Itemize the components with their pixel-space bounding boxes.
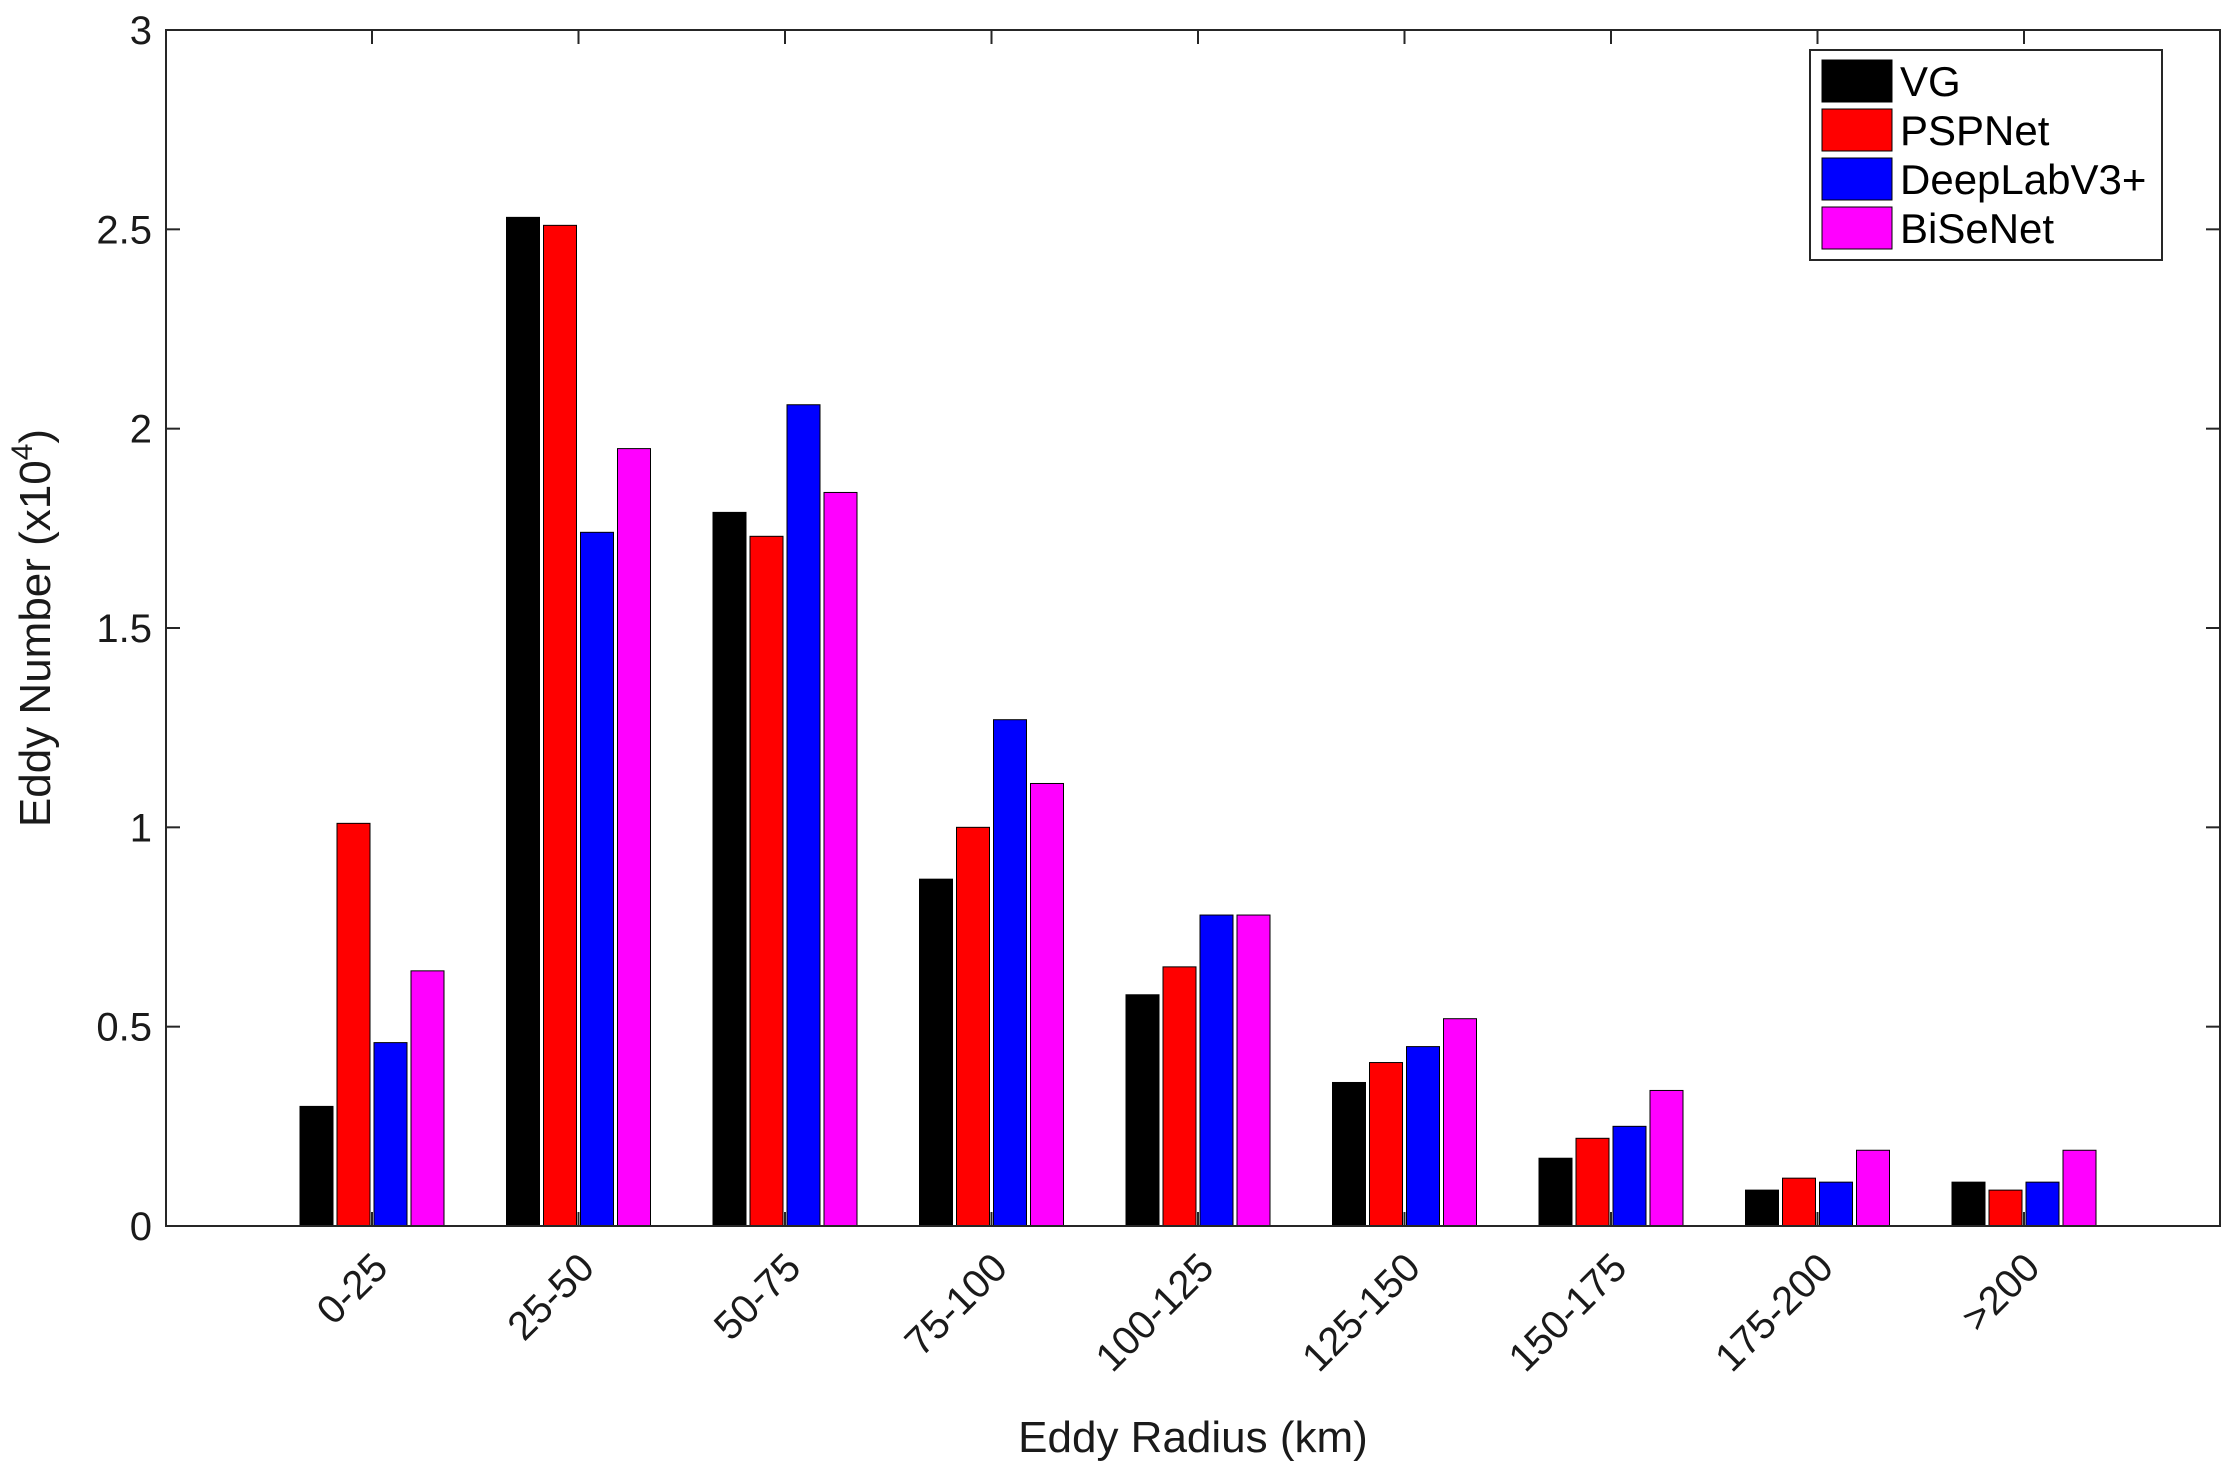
bar-vg-8 (1951, 1181, 1986, 1227)
bar-vg-0 (299, 1105, 334, 1227)
x-tick-label-6: 150-175 (1500, 1245, 1635, 1380)
bar-pspnet-8 (1988, 1189, 2023, 1227)
y-tick-label-3: 1.5 (96, 607, 152, 651)
legend-swatch-2 (1821, 157, 1893, 201)
legend-label-2: DeepLabV3+ (1900, 156, 2146, 203)
bar-vg-5 (1332, 1081, 1366, 1227)
legend-label-1: PSPNet (1900, 107, 2050, 154)
bar-deeplabv3-5 (1406, 1046, 1440, 1227)
bar-vg-7 (1745, 1189, 1779, 1227)
y-axis-label: Eddy Number (x104) (6, 429, 60, 827)
bar-vg-6 (1538, 1157, 1573, 1227)
x-tick-label-2: 50-75 (706, 1245, 809, 1348)
bar-bisenet-3 (1030, 782, 1064, 1227)
legend-swatch-3 (1821, 206, 1893, 250)
bar-pspnet-1 (543, 224, 577, 1227)
bar-pspnet-6 (1575, 1137, 1610, 1227)
y-tick-label-2: 1 (130, 806, 152, 850)
x-tick-label-8: >200 (1954, 1245, 2049, 1340)
y-axis-label-exponent: 4 (6, 444, 39, 461)
y-axis-label-main: Eddy Number (x10 (11, 460, 60, 827)
bar-pspnet-4 (1162, 966, 1197, 1227)
bar-bisenet-2 (823, 491, 858, 1227)
x-tick-label-1: 25-50 (499, 1245, 602, 1348)
y-tick-label-1: 0.5 (96, 1006, 152, 1050)
y-tick-label-5: 2.5 (96, 208, 152, 252)
x-tick-label-0: 0-25 (309, 1245, 397, 1333)
y-tick-label-0: 0 (130, 1205, 152, 1249)
bar-pspnet-3 (956, 826, 990, 1227)
x-tick-label-3: 75-100 (897, 1245, 1016, 1364)
bar-deeplabv3-4 (1199, 914, 1234, 1227)
legend-label-0: VG (1900, 58, 1961, 105)
bar-deeplabv3-3 (993, 719, 1027, 1227)
bar-deeplabv3-1 (580, 531, 614, 1227)
bar-vg-3 (919, 878, 953, 1227)
bar-pspnet-2 (749, 535, 784, 1227)
bars-group (299, 216, 2097, 1227)
bar-pspnet-0 (336, 822, 371, 1227)
bar-bisenet-1 (617, 448, 651, 1227)
x-tick-label-5: 125-150 (1294, 1245, 1429, 1380)
x-axis-label: Eddy Radius (km) (1018, 1413, 1368, 1462)
bar-deeplabv3-7 (1819, 1181, 1853, 1227)
legend-swatch-1 (1821, 108, 1893, 152)
bar-bisenet-0 (410, 970, 445, 1227)
legend-label-3: BiSeNet (1900, 205, 2054, 252)
x-tick-label-7: 175-200 (1707, 1245, 1842, 1380)
bar-deeplabv3-6 (1612, 1125, 1647, 1227)
bar-vg-4 (1125, 994, 1160, 1227)
x-tick-label-4: 100-125 (1087, 1245, 1222, 1380)
bar-vg-2 (712, 511, 747, 1227)
y-tick-label-6: 3 (130, 9, 152, 53)
bar-pspnet-5 (1369, 1062, 1403, 1227)
y-axis: 0 0.5 1 1.5 2 2.5 3 (96, 9, 2220, 1249)
bar-vg-1 (506, 216, 540, 1227)
y-axis-label-close: ) (11, 429, 60, 444)
bar-deeplabv3-2 (786, 404, 821, 1227)
bar-deeplabv3-0 (373, 1042, 408, 1227)
y-tick-label-4: 2 (130, 408, 152, 452)
bar-bisenet-7 (1856, 1149, 1890, 1227)
bar-bisenet-5 (1443, 1018, 1477, 1227)
bar-bisenet-4 (1236, 914, 1271, 1227)
bar-pspnet-7 (1782, 1177, 1816, 1227)
bar-bisenet-6 (1649, 1089, 1684, 1227)
bar-bisenet-8 (2062, 1149, 2097, 1227)
legend-swatch-0 (1821, 59, 1893, 103)
bar-deeplabv3-8 (2025, 1181, 2060, 1227)
